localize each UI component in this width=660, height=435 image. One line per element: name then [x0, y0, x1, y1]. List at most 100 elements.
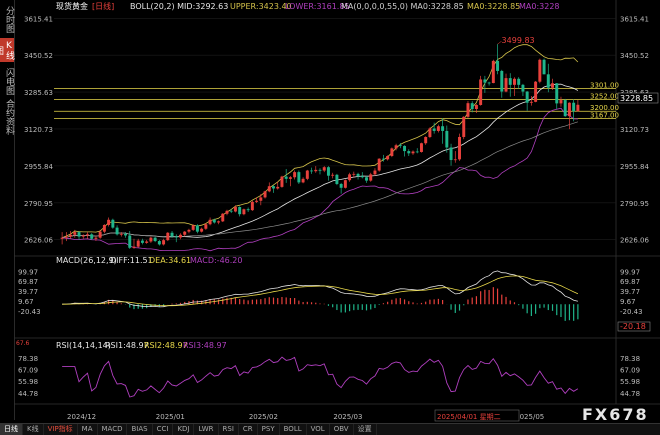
candle-body — [136, 240, 140, 247]
candle-body — [504, 78, 508, 92]
tab-2[interactable]: VIP指标 — [44, 424, 78, 435]
candle-body — [322, 167, 326, 171]
candle-body — [466, 103, 470, 117]
tab-12[interactable]: BOLL — [280, 424, 307, 435]
candle-body — [60, 237, 64, 239]
price-tick-left: 2626.06 — [24, 237, 53, 245]
candle-body — [170, 232, 174, 237]
tab-9[interactable]: RSI — [219, 424, 239, 435]
candle-body — [445, 130, 449, 148]
candle-body — [115, 227, 119, 235]
candle-body — [267, 186, 271, 192]
grid-lines — [14, 0, 660, 405]
price-axis: 3615.413615.413450.523450.523285.633285.… — [24, 15, 649, 244]
candle-body — [491, 60, 495, 84]
rsi-2: RSI2:48.97 — [144, 341, 188, 350]
candle-body — [360, 176, 364, 178]
tab-1[interactable]: K线 — [23, 424, 44, 435]
macd-tick-left: 9.67 — [18, 298, 34, 306]
rsi-line — [62, 356, 579, 398]
candle-body — [208, 219, 212, 225]
current-price: 3228.85 — [620, 94, 653, 103]
ma55-line — [62, 121, 579, 239]
candle-body — [567, 102, 571, 117]
date-label: 2025/01 — [156, 413, 185, 421]
candle-body — [242, 209, 246, 215]
sidebar-item-flash[interactable]: 闪电图 — [4, 67, 14, 95]
date-cursor-box — [434, 409, 520, 422]
candle-body — [111, 219, 115, 228]
candle-body — [263, 191, 267, 198]
candle-body — [436, 126, 440, 131]
header-upper: UPPER:3423.40 — [230, 2, 292, 11]
candle-body — [221, 213, 225, 222]
rsi-tick-left: 67.09 — [18, 367, 38, 375]
candle-body — [162, 240, 166, 245]
candle-body — [542, 59, 546, 75]
tab-13[interactable]: VOL — [307, 424, 330, 435]
candle-body — [348, 174, 352, 181]
tab-8[interactable]: LWR — [194, 424, 219, 435]
candle-body — [458, 136, 461, 160]
candle-body — [517, 78, 521, 85]
level-label: 3301.00 — [590, 82, 619, 90]
current-price-box — [617, 92, 659, 104]
candle-body — [487, 82, 491, 84]
candle-body — [559, 100, 563, 104]
candle-body — [538, 59, 542, 82]
candle-body — [365, 177, 368, 181]
date-label: 2025/05 — [515, 413, 544, 421]
sidebar-item-contract-info[interactable]: 合约资料 — [4, 99, 14, 135]
price-tick-right: 2626.06 — [620, 237, 649, 245]
candle-body — [428, 128, 432, 137]
sidebar-item-timeshare[interactable]: 分时图 — [4, 5, 14, 33]
candle-body — [453, 159, 457, 161]
tab-14[interactable]: OBV — [330, 424, 354, 435]
level-label: 3200.00 — [590, 104, 619, 112]
candle-body — [250, 201, 254, 211]
chart-canvas[interactable]: 现货黄金 [日线] BOLL(20,2) MID:3292.63 UPPER:3… — [14, 0, 660, 423]
candle-body — [200, 228, 204, 232]
header-boll: BOLL(20,2) MID:3292.63 — [130, 2, 228, 11]
candle-body — [525, 91, 529, 103]
tab-10[interactable]: CR — [239, 424, 258, 435]
macd-diff: DIFF:11.51 — [110, 256, 153, 265]
macd-tick-left: 69.87 — [18, 278, 38, 286]
macd-tick-right: 9.67 — [620, 298, 636, 306]
tab-4[interactable]: MACD — [98, 424, 128, 435]
date-axis: 2024/12 2025/01 2025/02 2025/03 2025/05 — [67, 413, 544, 421]
tab-7[interactable]: KDJ — [173, 424, 195, 435]
macd-current: -20.18 — [620, 322, 646, 331]
sidebar-item-kline[interactable]: K线图 — [0, 38, 14, 62]
candle-body — [318, 169, 322, 171]
header-symbol: 现货黄金 — [56, 1, 88, 11]
tab-3[interactable]: MA — [78, 424, 98, 435]
rsi-tick-right: 67.09 — [620, 367, 640, 375]
tab-5[interactable]: BIAS — [127, 424, 153, 435]
candle-body — [394, 145, 398, 149]
candle-body — [132, 246, 136, 248]
candle-body — [356, 173, 360, 177]
candle-body — [149, 237, 153, 242]
candle-body — [233, 207, 237, 212]
candle-body — [500, 70, 504, 92]
tab-6[interactable]: CCI — [153, 424, 174, 435]
tab-15[interactable]: 设置 — [354, 424, 377, 435]
candle-body — [280, 176, 284, 187]
candlesticks — [60, 40, 580, 249]
rsi-tick-left: 44.78 — [18, 390, 38, 398]
tab-0[interactable]: 日线 — [0, 424, 23, 435]
rsi-tick-left: 55.98 — [18, 378, 38, 386]
candle-body — [179, 234, 182, 238]
rsi-title: RSI(14,14,14) — [56, 341, 111, 350]
candle-body — [98, 231, 102, 238]
candle-body — [470, 103, 474, 109]
rsi-1: RSI1:48.97 — [105, 341, 149, 350]
candle-body — [204, 224, 208, 229]
macd-axis: 99.97 99.97 69.87 69.87 39.77 39.77 9.67 9.67 -2… — [18, 268, 643, 316]
peak-label: 3499.83 — [502, 36, 535, 45]
tab-11[interactable]: PSY — [258, 424, 280, 435]
candle-body — [246, 209, 250, 211]
candle-body — [474, 104, 478, 109]
